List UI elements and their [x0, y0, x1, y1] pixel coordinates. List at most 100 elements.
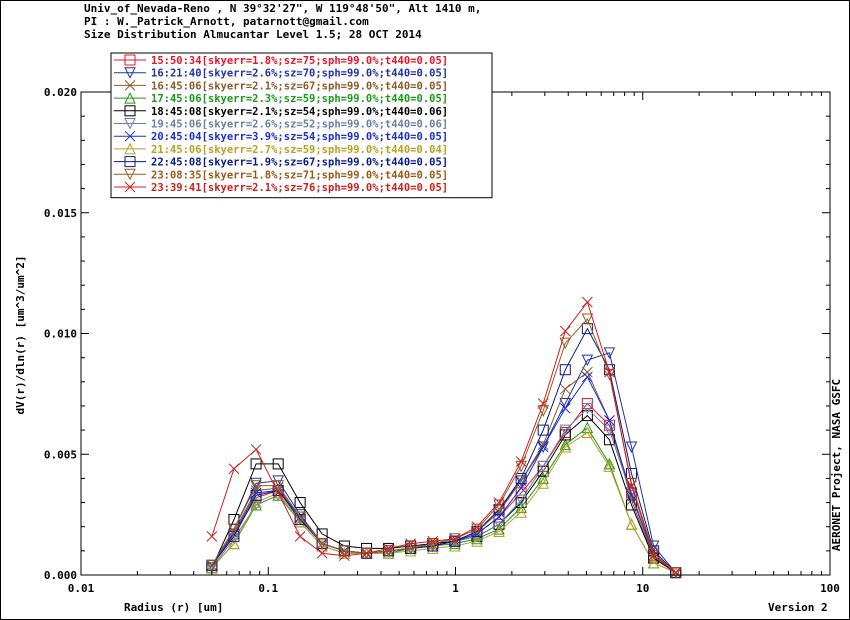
data-point — [537, 441, 549, 453]
data-point — [537, 424, 549, 436]
legend-marker — [124, 130, 136, 142]
legend-marker — [124, 91, 136, 104]
data-point — [206, 531, 218, 542]
y-tick-label: 0.010 — [44, 328, 77, 341]
data-point — [648, 550, 659, 562]
data-point — [515, 472, 527, 484]
legend-entry-label: 23:08:35[skyerr=1.8%;sz=71;sph=99.0%;t44… — [151, 169, 448, 181]
data-point — [405, 538, 416, 549]
legend: 15:50:34[skyerr=1.8%;sz=75;sph=99.0%;t44… — [110, 52, 493, 199]
legend-box — [110, 52, 493, 199]
data-point — [294, 513, 306, 525]
series-line — [211, 414, 676, 574]
legend-marker — [124, 54, 136, 66]
data-point — [559, 398, 572, 410]
data-point — [228, 463, 240, 475]
data-point — [250, 480, 262, 492]
axes: 0.01 0.1 1 10 100 0.000 0.005 0.010 0.015 0.020 — [44, 86, 840, 595]
data-point — [647, 556, 660, 569]
data-point — [339, 550, 350, 562]
data-point — [604, 415, 615, 426]
legend-entry-label: 20:45:04[skyerr=3.9%;sz=54;sph=99.0%;t44… — [151, 131, 448, 143]
data-point — [515, 506, 527, 518]
data-point — [426, 542, 439, 554]
data-point — [515, 456, 527, 467]
data-point — [581, 402, 594, 415]
data-point — [493, 525, 505, 538]
data-point — [581, 371, 593, 383]
aeronet-credit-label: AERONET Project, NASA GSFC — [830, 379, 843, 551]
data-point — [449, 533, 461, 545]
data-point — [294, 531, 306, 542]
data-point — [537, 398, 549, 409]
series-line — [211, 426, 676, 574]
data-point — [559, 438, 572, 451]
data-point — [669, 567, 682, 579]
legend-marker — [124, 80, 136, 91]
series-8 — [206, 426, 682, 579]
data-point — [272, 480, 284, 492]
data-point — [250, 444, 262, 455]
data-point — [625, 489, 638, 502]
series-line — [211, 431, 676, 574]
data-point — [559, 364, 571, 376]
data-point — [316, 539, 328, 552]
x-tick-label: 0.01 — [68, 582, 95, 595]
x-tick-label: 0.1 — [258, 582, 278, 595]
series-line — [211, 318, 677, 573]
plot-area — [206, 296, 682, 579]
data-point — [581, 366, 593, 378]
product-header: Size Distribution Almucantar Level 1.5; … — [84, 28, 422, 41]
series-3 — [206, 366, 682, 578]
data-point — [670, 567, 682, 578]
y-tick-label: 0.005 — [44, 448, 77, 461]
data-point — [250, 496, 262, 509]
data-point — [272, 487, 284, 499]
data-point — [361, 547, 372, 559]
data-point — [493, 518, 505, 531]
data-point — [626, 480, 637, 491]
data-point — [559, 325, 571, 337]
data-point — [250, 487, 262, 499]
legend-entry-label: 22:45:08[skyerr=1.9%;sz=67;sph=99.0%;t44… — [151, 157, 448, 169]
data-point — [603, 457, 616, 470]
data-point — [604, 366, 615, 378]
legend-entry-label: 16:21:40[skyerr=2.6%;sz=70;sph=99.0%;t44… — [151, 68, 448, 80]
data-point — [559, 440, 572, 453]
data-point — [581, 296, 593, 308]
legend-marker — [124, 67, 136, 79]
x-tick-label: 1 — [452, 582, 459, 595]
data-point — [515, 482, 527, 494]
legend-marker — [124, 181, 136, 193]
legend-entry-label: 17:45:06[skyerr=2.3%;sz=59;sph=99.0%;t44… — [151, 93, 448, 105]
data-point — [581, 354, 594, 367]
legend-entry-label: 15:50:34[skyerr=1.8%;sz=75;sph=99.0%;t44… — [151, 55, 448, 67]
data-point — [471, 535, 483, 547]
data-point — [625, 518, 638, 530]
data-point — [228, 523, 240, 536]
legend-entry-label: 21:45:06[skyerr=2.7%;sz=59;sph=99.0%;t44… — [151, 144, 448, 156]
data-point — [338, 545, 351, 557]
data-point — [603, 460, 616, 472]
data-point — [493, 497, 505, 508]
data-point — [559, 403, 571, 414]
y-axis-label: dV(r)/dln(r) [um^3/um^2] — [14, 256, 27, 415]
x-tick-label: 100 — [820, 582, 840, 595]
data-point — [383, 543, 394, 554]
station-header: Univ_of_Nevada-Reno , N 39°32'27", W 119… — [84, 2, 482, 15]
data-point — [206, 559, 218, 572]
legend-marker — [124, 168, 136, 181]
data-point — [603, 347, 616, 359]
data-point — [515, 475, 527, 487]
data-point — [404, 544, 417, 557]
legend-marker — [124, 142, 136, 155]
series-line — [211, 301, 677, 573]
data-point — [228, 537, 240, 550]
legend-entry-label: 23:39:41[skyerr=2.1%;sz=76;sph=99.0%;t44… — [151, 182, 448, 194]
pi-header: PI : W._Patrick_Arnott, patarnott@gmail.… — [84, 15, 369, 28]
data-point — [559, 383, 571, 395]
data-point — [581, 426, 594, 439]
legend-entry-label: 16:45:06[skyerr=2.1%;sz=67;sph=99.0%;t44… — [151, 80, 448, 92]
data-point — [625, 441, 638, 454]
